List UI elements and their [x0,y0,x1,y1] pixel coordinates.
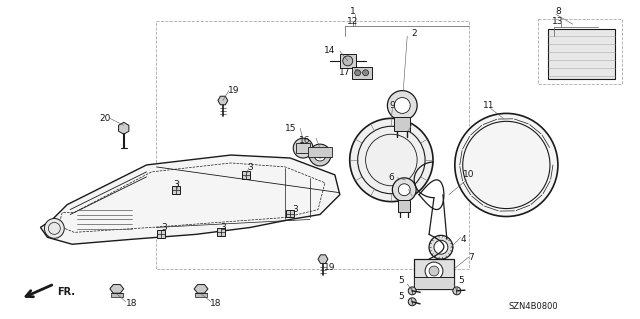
Circle shape [455,114,558,217]
Circle shape [343,56,353,66]
Bar [340,54,356,68]
Text: 5: 5 [399,277,404,286]
Text: 8: 8 [555,7,561,16]
Circle shape [429,235,453,259]
Bar [394,117,410,131]
Polygon shape [218,96,228,105]
Text: 11: 11 [483,101,494,110]
Bar [157,230,165,238]
Bar [156,21,468,269]
Circle shape [293,138,313,158]
Text: 1: 1 [350,7,356,16]
Text: 16: 16 [300,136,311,145]
Circle shape [387,91,417,120]
Text: 13: 13 [552,17,564,26]
Text: 9: 9 [390,101,396,110]
Circle shape [314,149,326,161]
Circle shape [309,144,331,166]
Text: 18: 18 [126,299,138,308]
Circle shape [317,152,323,158]
Polygon shape [194,285,208,293]
Circle shape [434,240,448,254]
Circle shape [398,184,410,196]
Text: 15: 15 [285,124,296,133]
Circle shape [349,118,433,202]
Text: 19: 19 [324,263,335,271]
Text: 3: 3 [173,180,179,189]
Polygon shape [118,122,129,134]
Polygon shape [318,255,328,263]
Bar [398,200,410,211]
Polygon shape [40,155,340,244]
Bar [296,143,310,153]
Text: FR.: FR. [58,287,76,297]
Bar [111,293,123,297]
Circle shape [425,262,443,280]
Text: 3: 3 [292,205,298,214]
Bar [308,147,332,157]
Text: 10: 10 [463,170,474,179]
Bar [217,228,225,236]
Text: 6: 6 [388,173,394,182]
Circle shape [355,70,361,76]
Text: 5: 5 [458,277,463,286]
Circle shape [44,219,64,238]
Text: 20: 20 [99,114,111,123]
Text: 4: 4 [461,235,467,244]
Text: 14: 14 [324,47,335,56]
Text: 3: 3 [161,223,167,232]
Text: 17: 17 [339,68,351,77]
Text: 18: 18 [210,299,221,308]
Text: 3: 3 [248,163,253,173]
Bar [538,19,622,84]
Bar [352,67,372,79]
Text: 3: 3 [220,223,226,232]
Circle shape [408,298,416,306]
Polygon shape [110,285,124,293]
Circle shape [408,287,416,295]
Circle shape [392,178,416,202]
Bar [172,186,180,194]
Bar [195,293,207,297]
Text: 12: 12 [347,17,358,26]
Text: 2: 2 [412,29,417,38]
Bar [414,259,454,289]
Polygon shape [548,29,616,79]
Circle shape [453,287,461,295]
Bar [414,277,454,289]
Bar [286,210,294,218]
Circle shape [363,70,369,76]
Circle shape [394,98,410,114]
Text: SZN4B0800: SZN4B0800 [508,302,558,311]
Text: 7: 7 [468,253,474,262]
Text: 5: 5 [399,292,404,301]
Text: 19: 19 [228,86,239,95]
Bar [242,171,250,179]
Circle shape [429,266,439,276]
